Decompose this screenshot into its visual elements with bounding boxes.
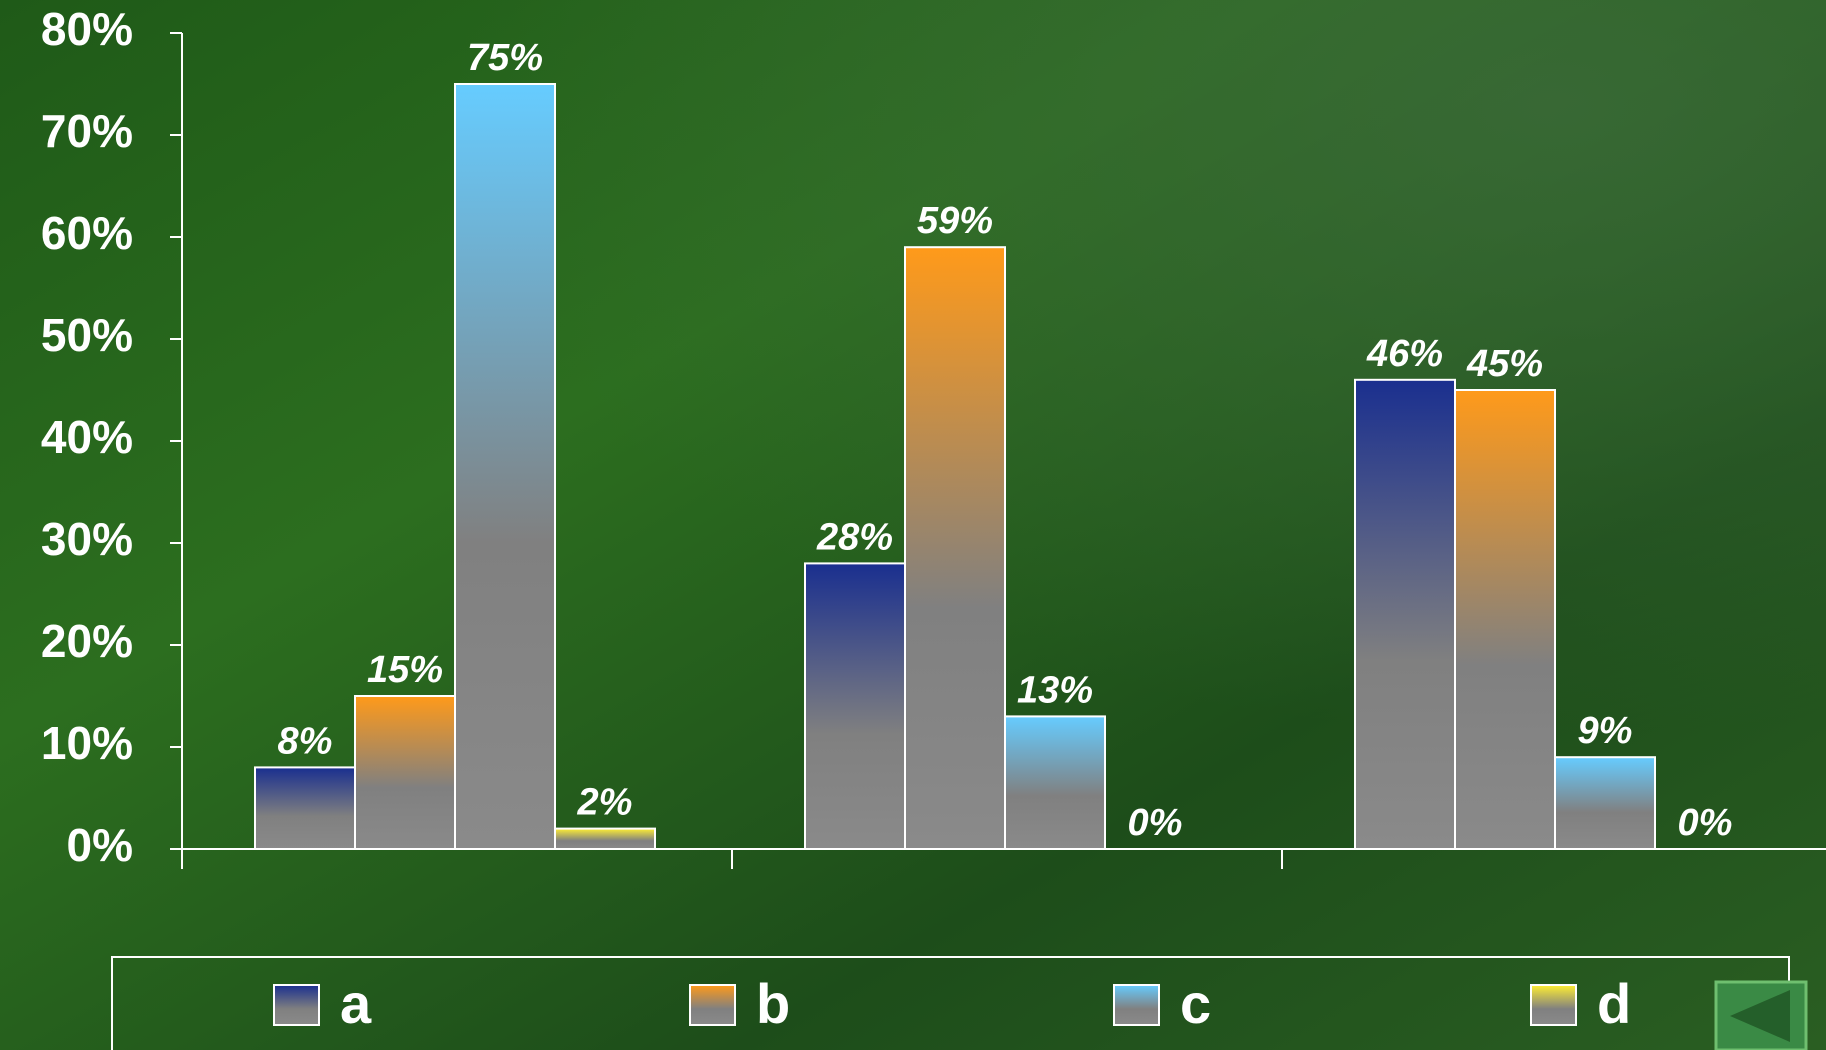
value-label: 13% <box>1017 669 1093 711</box>
nav-button-arrow[interactable] <box>1730 990 1790 1042</box>
nav-button[interactable] <box>1714 980 1808 1050</box>
bar <box>1454 389 1556 850</box>
bar <box>804 562 906 851</box>
value-label: 45% <box>1466 343 1543 385</box>
legend-label: d <box>1597 972 1631 1035</box>
y-tick-label: 30% <box>41 513 133 565</box>
bar <box>554 827 656 850</box>
legend-swatch <box>689 984 736 1026</box>
value-label: 46% <box>1366 333 1443 375</box>
legend-swatch <box>1530 984 1577 1026</box>
value-label: 0% <box>1128 802 1183 844</box>
bar <box>1554 756 1656 851</box>
y-tick-label: 0% <box>67 819 133 871</box>
y-tick-label: 50% <box>41 309 133 361</box>
value-label: 2% <box>577 782 633 824</box>
legend-label: a <box>340 972 372 1035</box>
bar <box>1004 715 1106 851</box>
y-tick-label: 10% <box>41 717 133 769</box>
legend-swatch <box>1113 984 1160 1026</box>
y-tick-label: 70% <box>41 105 133 157</box>
value-label: 0% <box>1678 802 1733 844</box>
legend-label: c <box>1180 972 1211 1035</box>
y-tick-label: 80% <box>41 3 133 55</box>
y-tick-label: 60% <box>41 207 133 259</box>
bar <box>904 246 1006 850</box>
y-tick-label: 20% <box>41 615 133 667</box>
value-label: 59% <box>917 200 993 242</box>
bar <box>1354 378 1456 850</box>
value-label: 28% <box>816 516 893 558</box>
value-label: 8% <box>278 720 333 762</box>
y-tick-label: 40% <box>41 411 133 463</box>
value-label: 15% <box>367 649 443 691</box>
bar <box>354 695 456 850</box>
legend-swatch <box>273 984 320 1026</box>
legend-label: b <box>756 972 790 1035</box>
bar <box>454 83 556 850</box>
bar <box>254 766 356 851</box>
value-label: 75% <box>467 37 543 79</box>
value-label: 9% <box>1578 710 1633 752</box>
